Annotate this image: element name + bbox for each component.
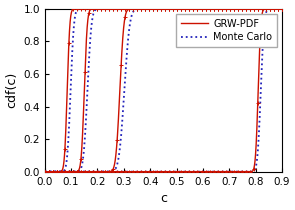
Monte Carlo: [197, 8, 201, 10]
GRW-PDF: [134, 8, 137, 10]
Line: GRW-PDF: GRW-PDF: [45, 9, 282, 172]
GRW-PDF: [83, 8, 86, 10]
Monte Carlo: [185, 8, 189, 10]
GRW-PDF: [220, 8, 224, 10]
Monte Carlo: [280, 8, 284, 10]
Monte Carlo: [43, 171, 47, 173]
Monte Carlo: [86, 8, 90, 10]
GRW-PDF: [238, 8, 242, 10]
GRW-PDF: [280, 8, 284, 10]
Monte Carlo: [134, 8, 137, 10]
Y-axis label: cdf(c): cdf(c): [5, 72, 18, 108]
Legend: GRW-PDF, Monte Carlo: GRW-PDF, Monte Carlo: [176, 14, 277, 47]
GRW-PDF: [86, 8, 90, 10]
Monte Carlo: [91, 8, 94, 10]
Line: Monte Carlo: Monte Carlo: [45, 9, 282, 172]
Monte Carlo: [238, 8, 242, 10]
GRW-PDF: [185, 8, 189, 10]
Monte Carlo: [220, 8, 224, 10]
GRW-PDF: [43, 171, 47, 173]
X-axis label: c: c: [160, 192, 167, 205]
GRW-PDF: [197, 8, 201, 10]
